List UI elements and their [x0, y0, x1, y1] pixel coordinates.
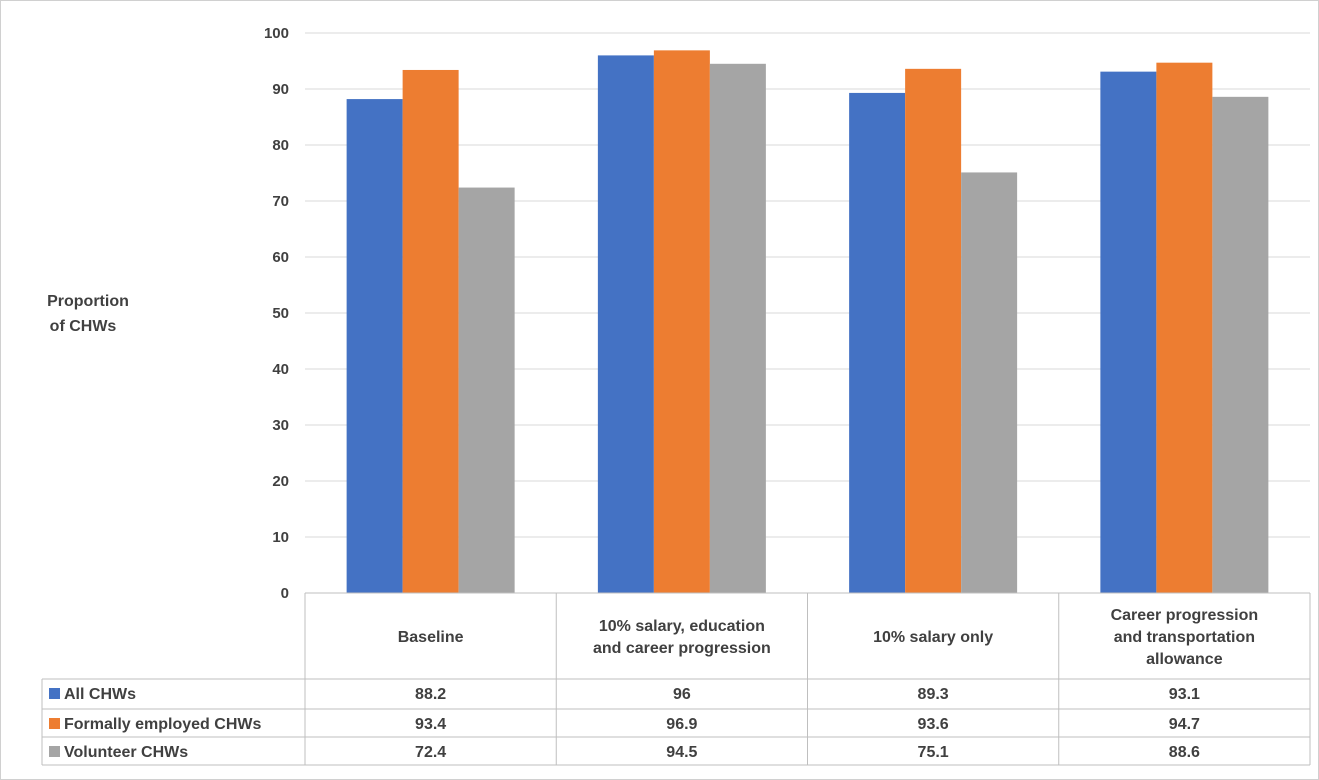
y-axis-label: Proportion	[47, 293, 129, 310]
y-axis-label: of CHWs	[50, 318, 117, 335]
category-label: 10% salary, education	[599, 618, 765, 635]
bar	[597, 55, 654, 593]
table-cell-value: 93.4	[415, 716, 446, 733]
table-cell-value: 75.1	[918, 744, 949, 761]
bars	[346, 50, 1269, 594]
table-cell-value: 72.4	[415, 744, 446, 761]
y-tick-label: 90	[272, 81, 289, 98]
legend-label: Formally employed CHWs	[64, 716, 261, 733]
bar	[905, 68, 962, 594]
legend-swatch	[49, 688, 60, 699]
table-cell-value: 88.6	[1169, 744, 1200, 761]
data-table	[41, 592, 1311, 766]
category-label: Baseline	[398, 629, 464, 646]
y-tick-label: 10	[272, 529, 289, 546]
y-tick-label: 40	[272, 361, 289, 378]
chart-text: 0 10 20 30 40 50 60 70 80 90 100 Proportion of CHWs B…	[47, 25, 1258, 761]
category-label: and transportation	[1114, 629, 1255, 646]
y-tick-label: 100	[264, 25, 289, 42]
y-tick-label: 60	[272, 249, 289, 266]
category-label: 10% salary only	[873, 629, 993, 646]
bar	[1212, 96, 1269, 593]
table-cell-value: 94.7	[1169, 716, 1200, 733]
table-cell-value: 88.2	[415, 686, 446, 703]
category-label: and career progression	[593, 640, 771, 657]
legend-swatch	[49, 718, 60, 729]
legend-swatch	[49, 746, 60, 757]
bar	[1156, 62, 1213, 594]
table-cell-value: 93.1	[1169, 686, 1200, 703]
legend-label: Volunteer CHWs	[64, 744, 188, 761]
table-cell-value: 96.9	[666, 716, 697, 733]
y-tick-label: 50	[272, 305, 289, 322]
bar	[346, 99, 403, 593]
table-cell-value: 94.5	[666, 744, 697, 761]
table-cell-value: 89.3	[918, 686, 949, 703]
legend-label: All CHWs	[64, 686, 136, 703]
y-tick-label: 0	[281, 585, 289, 602]
bar	[709, 63, 766, 594]
table-cell-value: 96	[673, 686, 691, 703]
y-tick-label: 20	[272, 473, 289, 490]
category-label: allowance	[1146, 651, 1223, 668]
y-tick-label: 70	[272, 193, 289, 210]
bar	[961, 172, 1018, 593]
bar	[1100, 71, 1157, 593]
category-label: Career progression	[1111, 607, 1259, 624]
y-tick-label: 80	[272, 137, 289, 154]
table-cell-value: 93.6	[918, 716, 949, 733]
bar	[402, 69, 459, 593]
bar	[653, 50, 710, 594]
bar	[849, 92, 906, 594]
y-tick-label: 30	[272, 417, 289, 434]
bar	[458, 187, 515, 593]
